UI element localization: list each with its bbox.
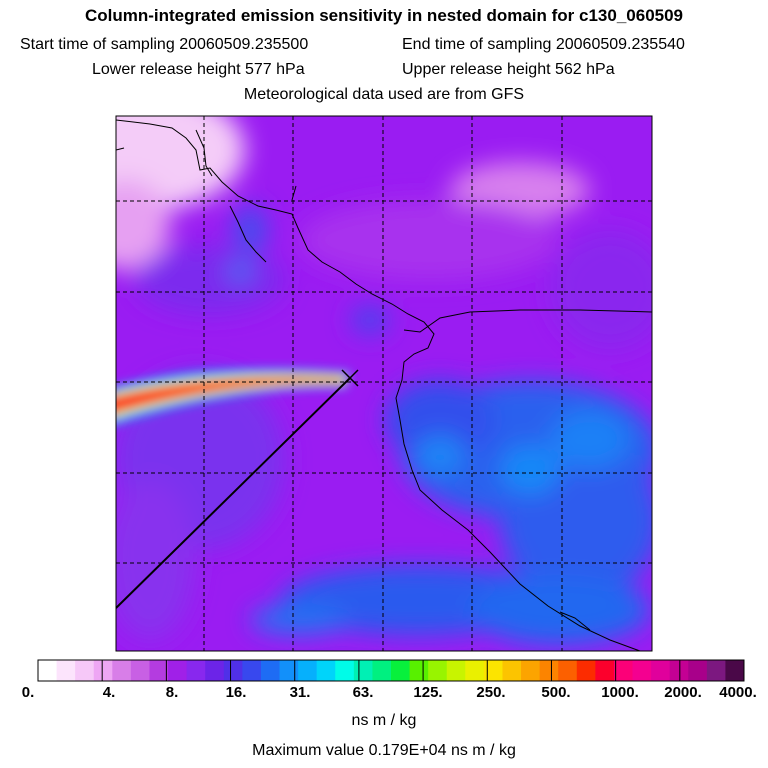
colorbar-cell	[688, 660, 708, 681]
colorbar-tick-8: 8.	[165, 684, 179, 701]
colorbar-cell	[372, 660, 392, 681]
colorbar-tick-63: 63.	[352, 684, 374, 701]
colorbar-cell	[149, 660, 169, 681]
colorbar-cell	[465, 660, 485, 681]
maximum-label: Maximum value	[252, 742, 365, 759]
colorbar-cell	[558, 660, 578, 681]
colorbar-tick-4: 4.	[102, 684, 116, 701]
colorbar-cell	[298, 660, 318, 681]
colorbar-tick-125: 125.	[413, 684, 443, 701]
colorbar-cell	[38, 660, 58, 681]
colorbar-tick-1000: 1000.	[601, 684, 639, 701]
colorbar-cell	[539, 660, 559, 681]
colorbar-cell	[706, 660, 726, 681]
lat-lon-grid	[116, 116, 652, 651]
colorbar-cell	[669, 660, 689, 681]
upper-release-label: Upper release height	[402, 61, 551, 78]
colorbar-tick-16: 16.	[225, 684, 247, 701]
coastlines	[116, 119, 652, 651]
flight-track	[116, 377, 351, 609]
lower-release: Lower release height 577 hPa	[92, 61, 305, 79]
colorbar-cell	[521, 660, 541, 681]
colorbar-cell	[186, 660, 206, 681]
colorbar-cell	[725, 660, 745, 681]
colorbar-cell	[409, 660, 429, 681]
colorbar-tick-4000: 4000.	[719, 684, 757, 701]
colorbar-cell	[205, 660, 225, 681]
release-point-marker	[341, 369, 359, 387]
maximum-value: Maximum value 0.179E+04 ns m / kg	[0, 742, 768, 760]
upper-release: Upper release height 562 hPa	[402, 61, 615, 79]
lower-release-value: 577 hPa	[245, 61, 305, 78]
plume	[116, 369, 350, 425]
sensitivity-field	[116, 116, 652, 651]
colorbar-cell	[483, 660, 503, 681]
colorbar-cell	[168, 660, 188, 681]
colorbar-cell	[595, 660, 615, 681]
chart-title: Column-integrated emission sensitivity i…	[84, 6, 684, 25]
lower-release-label: Lower release height	[92, 61, 241, 78]
maximum-unit: ns m / kg	[450, 742, 516, 759]
colorbar-cell	[613, 660, 634, 681]
colorbar-cell	[279, 660, 299, 681]
colorbar-cell	[242, 660, 262, 681]
colorbar-cell	[502, 660, 522, 681]
start-time: Start time of sampling 20060509.235500	[20, 36, 308, 54]
upper-release-value: 562 hPa	[555, 61, 615, 78]
end-time: End time of sampling 20060509.235540	[402, 36, 685, 54]
colorbar-cell	[632, 660, 652, 681]
colorbar-cell	[316, 660, 336, 681]
colorbar-cell	[56, 660, 76, 681]
colorbar-cell	[353, 660, 373, 681]
colorbar-tick-31: 31.	[289, 684, 311, 701]
colorbar-tick-250: 250.	[476, 684, 506, 701]
colorbar-cell	[112, 660, 132, 681]
start-time-label: Start time of sampling	[20, 36, 175, 53]
end-time-label: End time of sampling	[402, 36, 552, 53]
colorbar	[38, 660, 745, 681]
colorbar-cell	[260, 660, 281, 681]
colorbar-cell	[130, 660, 150, 681]
colorbar-cell	[223, 660, 243, 681]
colorbar-cell	[391, 660, 411, 681]
colorbar-tick-500: 500.	[541, 684, 571, 701]
colorbar-frame	[37, 659, 745, 682]
colorbar-cell	[428, 660, 448, 681]
field-blobs	[116, 116, 652, 645]
colorbar-cell	[335, 660, 355, 681]
colorbar-cell	[93, 660, 113, 681]
start-time-value: 20060509.235500	[179, 36, 309, 53]
met-data-text: Meteorological data used are from GFS	[243, 86, 525, 103]
map-frame	[115, 115, 653, 652]
colorbar-cell	[651, 660, 671, 681]
colorbar-tick-2000: 2000.	[664, 684, 702, 701]
maximum-number: 0.179E+04	[368, 742, 447, 759]
colorbar-tick-0: 0.	[21, 684, 35, 701]
colorbar-unit: ns m / kg	[351, 712, 417, 729]
colorbar-cell	[446, 660, 466, 681]
end-time-value: 20060509.235540	[555, 36, 685, 53]
colorbar-cell	[75, 660, 95, 681]
colorbar-cell	[576, 660, 596, 681]
